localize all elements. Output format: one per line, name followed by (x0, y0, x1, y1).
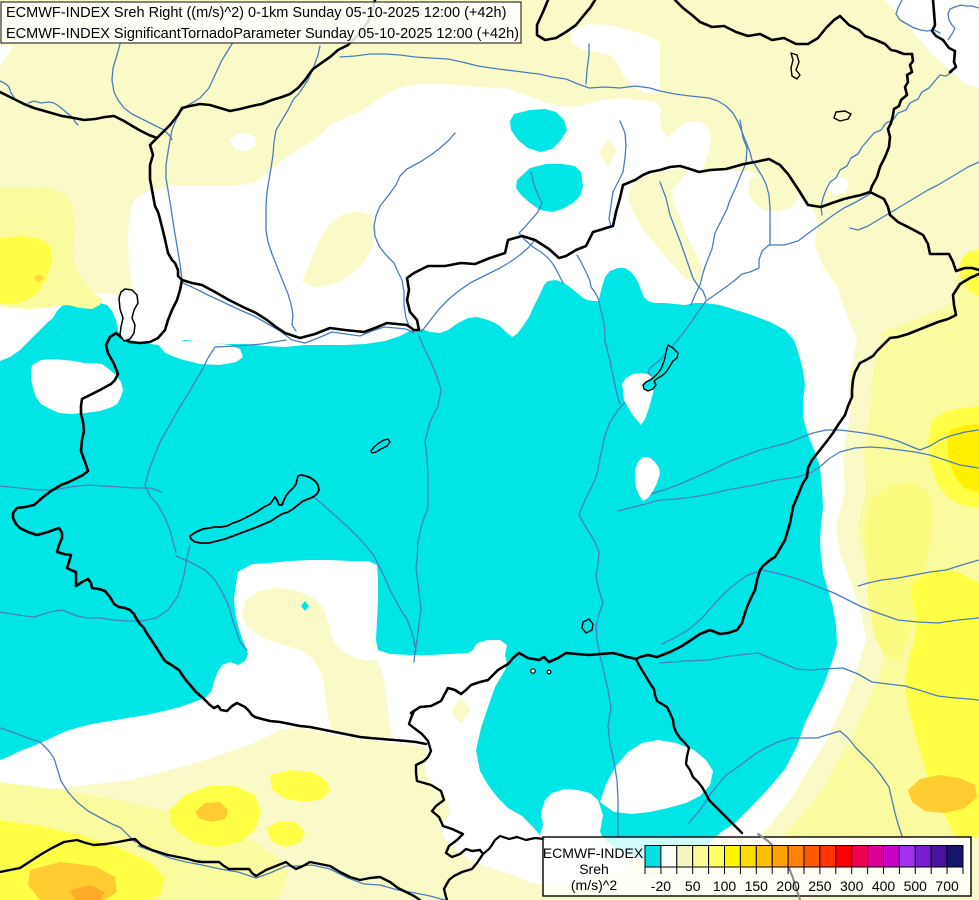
svg-text:400: 400 (872, 878, 896, 894)
svg-text:-20: -20 (651, 878, 671, 894)
svg-text:500: 500 (904, 878, 928, 894)
svg-text:300: 300 (840, 878, 864, 894)
svg-text:Sreh: Sreh (579, 861, 609, 877)
svg-text:ECMWF-INDEX: ECMWF-INDEX (543, 845, 644, 861)
svg-text:250: 250 (808, 878, 832, 894)
svg-text:ECMWF-INDEX SignificantTornado: ECMWF-INDEX SignificantTornadoParameter … (6, 26, 519, 42)
svg-text:100: 100 (713, 878, 737, 894)
svg-text:200: 200 (776, 878, 800, 894)
svg-text:700: 700 (935, 878, 959, 894)
svg-text:150: 150 (745, 878, 769, 894)
svg-text:(m/s)^2: (m/s)^2 (571, 877, 617, 893)
svg-text:ECMWF-INDEX Sreh Right ((m/s)^: ECMWF-INDEX Sreh Right ((m/s)^2) 0-1km S… (6, 5, 506, 21)
svg-text:50: 50 (685, 878, 701, 894)
